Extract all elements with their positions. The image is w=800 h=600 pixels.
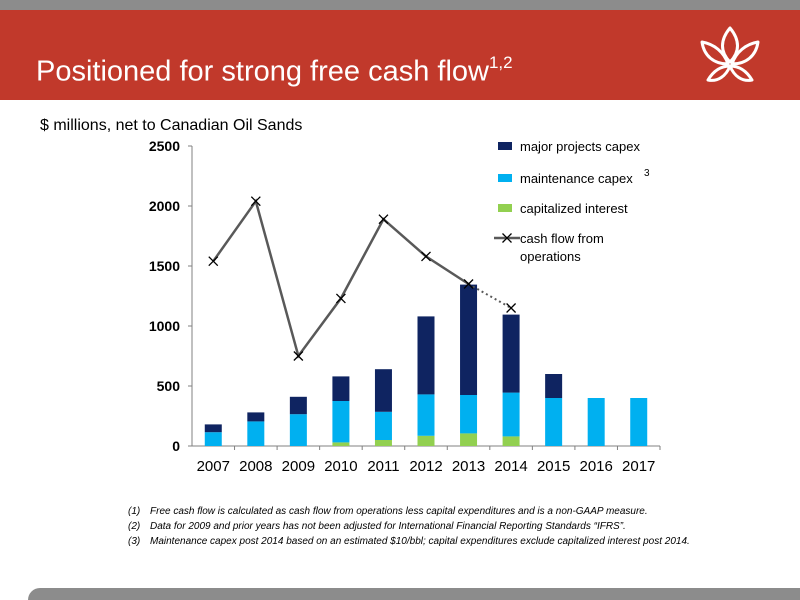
legend-swatch [498,142,512,150]
bar-maintenance-capex [587,398,605,446]
bar-maintenance-capex [417,394,435,436]
y-tick-label: 2000 [149,198,180,214]
legend-label: operations [520,249,581,264]
bar-major-projects-capex [204,424,222,433]
cash-flow-marker [421,251,431,262]
cash-flow-marker [293,351,304,361]
x-tick-label: 2013 [452,458,485,475]
bar-capitalized-interest [502,436,520,446]
bar-capitalized-interest [417,435,435,446]
legend-marker [502,233,512,243]
cash-flow-marker [463,279,474,289]
cash-flow-marker [250,196,261,207]
footnote-number: (2) [128,521,141,532]
footnote-number: (3) [128,536,141,547]
bar-major-projects-capex [417,316,435,395]
bar-major-projects-capex [332,376,350,401]
legend-label: major projects capex [520,139,640,154]
bar-capitalized-interest [332,442,350,446]
bar-maintenance-capex [460,395,478,434]
x-tick-label: 2008 [239,458,272,475]
legend-swatch [498,204,512,212]
x-tick-label: 2009 [282,458,315,475]
cash-flow-marker [208,256,219,267]
footnote-text: Free cash flow is calculated as cash flo… [150,506,648,517]
bar-major-projects-capex [374,369,392,412]
y-tick-label: 1000 [149,318,180,334]
y-tick-label: 2500 [149,138,180,154]
bar-capitalized-interest [374,440,392,446]
bar-maintenance-capex [332,401,350,443]
bar-maintenance-capex [289,414,307,446]
footnote-number: (1) [128,506,141,517]
y-tick-label: 0 [172,438,180,454]
x-tick-label: 2010 [324,458,357,475]
y-tick-label: 1500 [149,258,180,274]
legend-label: capitalized interest [520,201,628,216]
footnote: (1) Free cash flow is calculated as cash … [128,504,690,519]
legend-superscript: 3 [644,168,650,179]
legend-swatch [498,174,512,182]
footnote: (2) Data for 2009 and prior years has not… [128,519,690,534]
bar-major-projects-capex [502,314,520,393]
title-text: Positioned for strong free cash flow [36,55,489,88]
bar-major-projects-capex [247,412,265,422]
slide-title: Positioned for strong free cash flow1,2 [36,48,513,89]
bar-maintenance-capex [630,398,648,446]
top-strip [0,0,800,10]
x-tick-label: 2017 [622,458,655,475]
y-tick-label: 500 [157,378,181,394]
cash-flow-marker [378,214,389,225]
bar-major-projects-capex [289,396,307,415]
cash-flow-line-forecast [468,283,512,309]
legend-label: maintenance capex [520,171,633,186]
bar-capitalized-interest [460,433,478,446]
bar-major-projects-capex [545,374,563,398]
footnote-text: Data for 2009 and prior years has not be… [150,521,626,532]
chart-subtitle: $ millions, net to Canadian Oil Sands [40,117,303,134]
bar-maintenance-capex [374,411,392,440]
cash-flow-marker [506,303,517,313]
footnote: (3) Maintenance capex post 2014 based on … [128,534,690,549]
x-tick-label: 2016 [579,458,612,475]
bar-maintenance-capex [204,432,222,446]
bar-maintenance-capex [545,398,563,446]
bar-maintenance-capex [502,392,520,437]
legend-label: cash flow from [520,231,604,246]
bottom-strip [28,588,800,600]
x-tick-label: 2012 [409,458,442,475]
footnotes: (1) Free cash flow is calculated as cash … [128,504,690,549]
bar-major-projects-capex [460,284,478,395]
bar-maintenance-capex [247,421,265,446]
slide-header [0,10,800,100]
cash-flow-marker [335,293,346,304]
footnote-text: Maintenance capex post 2014 based on an … [150,536,690,547]
x-tick-label: 2007 [197,458,230,475]
x-tick-label: 2014 [494,458,527,475]
x-tick-label: 2015 [537,458,570,475]
title-superscript: 1,2 [488,53,513,72]
company-logo [700,26,760,82]
x-tick-label: 2011 [367,458,399,475]
